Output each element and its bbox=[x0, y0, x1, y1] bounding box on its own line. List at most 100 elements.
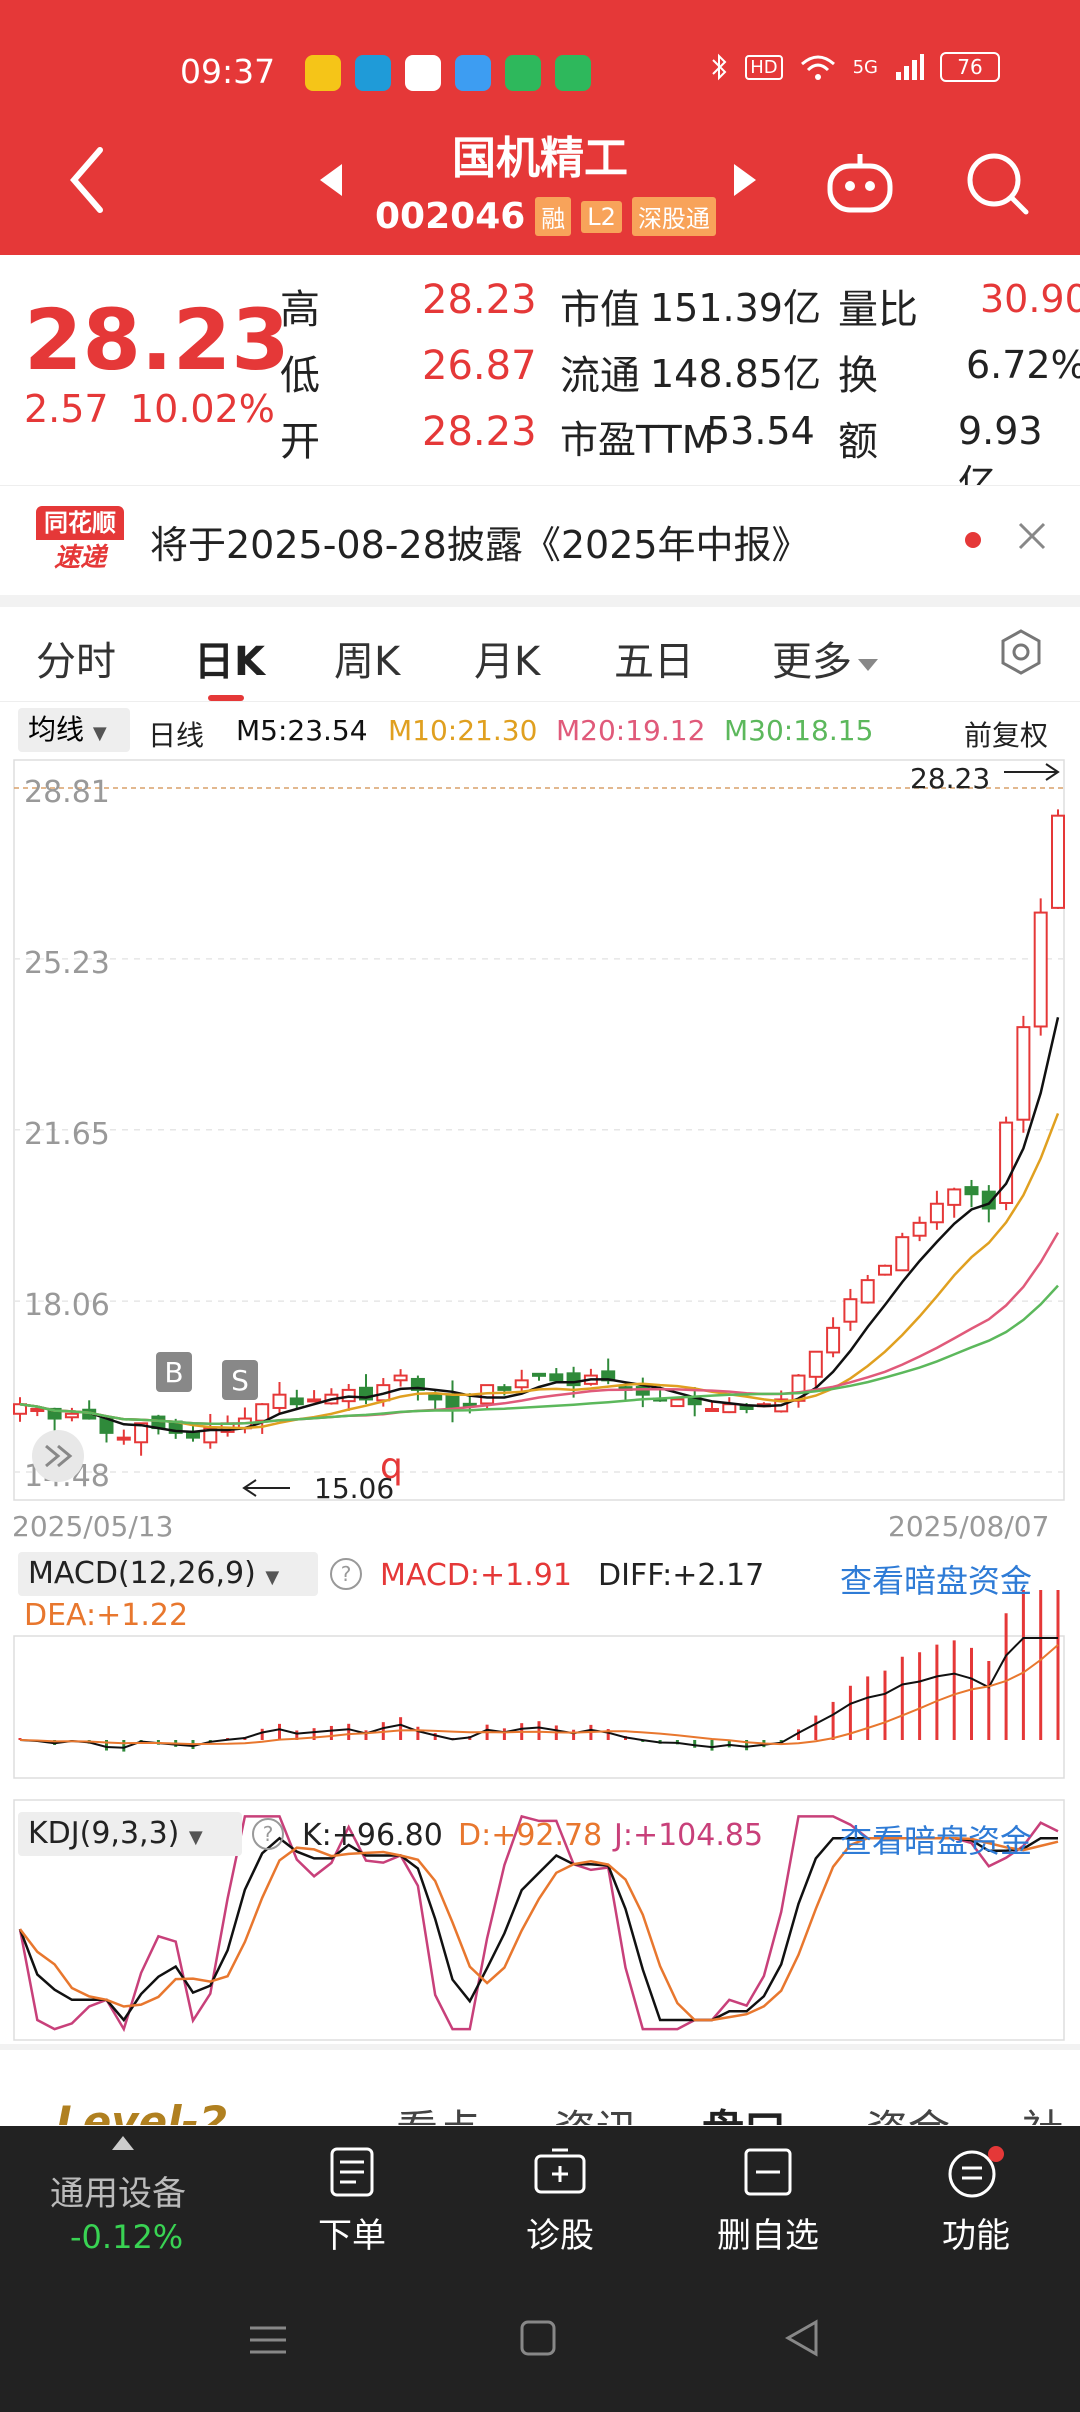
float-value: 148.85亿 bbox=[650, 352, 821, 396]
amount-label: 额 bbox=[838, 419, 878, 465]
diagnose-icon bbox=[534, 2148, 586, 2194]
candle-body bbox=[687, 1397, 702, 1406]
candle-body bbox=[912, 1221, 927, 1237]
candle-body bbox=[929, 1202, 944, 1224]
tab-news[interactable]: 资讯 bbox=[554, 2097, 638, 2125]
volume-ratio-label: 量比 bbox=[838, 287, 918, 333]
macd-select[interactable]: MACD(12,26,9) ▼ bbox=[18, 1552, 318, 1596]
dark-pool-link[interactable]: 查看暗盘资金 bbox=[840, 1822, 1033, 1860]
dark-pool-link[interactable]: 查看暗盘资金 bbox=[840, 1562, 1033, 1600]
ma10-label: M10:21.30 bbox=[388, 714, 538, 747]
date-start: 2025/05/13 bbox=[12, 1510, 174, 1543]
candle-body bbox=[895, 1236, 910, 1272]
tab-intraday[interactable]: 分时 bbox=[36, 639, 116, 685]
price-change-pct: 10.02% bbox=[130, 387, 275, 431]
buy-marker bbox=[156, 1352, 192, 1392]
ma5-line bbox=[19, 1017, 1060, 1434]
notice-text: 将于2025-08-28披露《2025年中报》 bbox=[150, 523, 810, 567]
tab-monthly-k[interactable]: 月K bbox=[474, 639, 541, 685]
min-arrow-icon bbox=[242, 1479, 290, 1497]
candle-body bbox=[549, 1373, 564, 1382]
candle-body bbox=[739, 1405, 754, 1410]
help-icon[interactable]: ? bbox=[250, 1816, 286, 1852]
tab-five-day[interactable]: 五日 bbox=[614, 639, 694, 685]
tab-more[interactable]: 更多 bbox=[772, 629, 880, 687]
candle-body bbox=[255, 1403, 270, 1422]
kdj-frame bbox=[13, 1799, 1065, 2041]
svg-text:?: ? bbox=[263, 1822, 274, 1846]
prev-stock-icon[interactable] bbox=[316, 160, 346, 200]
tab-capital[interactable]: 资金 bbox=[866, 2097, 950, 2125]
open-value: 28.23 bbox=[422, 409, 537, 455]
header: 09:37 HD 5G 76 国机精工 002046 bbox=[0, 0, 1080, 255]
help-icon[interactable]: ? bbox=[328, 1556, 364, 1592]
y-tick-label: 18.06 bbox=[24, 1288, 110, 1323]
low-value: 26.87 bbox=[422, 343, 537, 389]
candle-body bbox=[289, 1397, 304, 1406]
candle-body bbox=[134, 1422, 149, 1444]
divider bbox=[0, 595, 1080, 607]
functions-button[interactable]: 功能 bbox=[906, 2146, 1046, 2257]
next-stock-icon[interactable] bbox=[730, 160, 760, 200]
high-label: 高 bbox=[280, 287, 320, 333]
max-price-label: 28.23 bbox=[910, 762, 990, 795]
y-tick-label: 25.23 bbox=[24, 946, 110, 981]
ths-express-logo: 同花顺 速递 bbox=[36, 506, 124, 578]
notice-bar[interactable]: 同花顺 速递 将于2025-08-28披露《2025年中报》 bbox=[0, 485, 1080, 595]
period-tabs: 分时 日K 周K 月K 五日 更多 bbox=[0, 607, 1080, 702]
max-arrow-icon bbox=[1004, 763, 1060, 781]
remove-favorite-button[interactable]: 删自选 bbox=[698, 2146, 838, 2257]
battery-icon: 76 bbox=[940, 52, 1000, 82]
indicator-select[interactable]: 均线 ▼ bbox=[18, 708, 130, 752]
svg-text:?: ? bbox=[341, 1562, 352, 1586]
sector-name[interactable]: 通用设备 bbox=[50, 2174, 186, 2214]
candle-body bbox=[64, 1412, 79, 1419]
k-line bbox=[18, 1836, 1058, 2023]
d-value: D:+92.78 bbox=[458, 1818, 603, 1853]
candle-body bbox=[307, 1398, 322, 1403]
bottom-toolbar: 通用设备 -0.12% 下单 诊股 删自选 功能 bbox=[0, 2126, 1080, 2276]
candle-body bbox=[272, 1393, 287, 1409]
back-nav-icon[interactable] bbox=[780, 2316, 824, 2360]
d-line bbox=[19, 1836, 1059, 2022]
info-tabs-peek: Level-2 看点 资讯 盘口 资金 社 bbox=[0, 2055, 1080, 2125]
tab-community[interactable]: 社 bbox=[1022, 2097, 1064, 2125]
pe-label: 市盈TTM bbox=[560, 418, 715, 462]
robot-assistant-icon[interactable] bbox=[824, 148, 896, 220]
order-button[interactable]: 下单 bbox=[282, 2146, 422, 2257]
tab-order-book[interactable]: 盘口 bbox=[702, 2097, 786, 2125]
dea-value: DEA:+1.22 bbox=[24, 1598, 189, 1633]
margin-tag: 融 bbox=[535, 197, 572, 236]
candle-body bbox=[514, 1379, 529, 1389]
tab-daily-k[interactable]: 日K bbox=[194, 639, 265, 685]
pe-value: 53.54 bbox=[706, 409, 815, 453]
status-bar: 09:37 HD 5G 76 bbox=[0, 0, 1080, 140]
search-icon[interactable] bbox=[962, 148, 1032, 218]
mcap-value: 151.39亿 bbox=[650, 286, 821, 330]
menu-icon[interactable] bbox=[246, 2318, 290, 2362]
candle-body bbox=[1016, 1026, 1031, 1121]
home-icon[interactable] bbox=[516, 2316, 560, 2360]
stock-code-row: 002046 融 L2 深股通 bbox=[375, 196, 716, 237]
back-icon[interactable] bbox=[60, 140, 120, 220]
marker-q-label: q bbox=[380, 1446, 403, 1487]
wifi-icon bbox=[800, 55, 835, 80]
close-icon[interactable] bbox=[1012, 516, 1052, 556]
connect-tag: 深股通 bbox=[631, 197, 716, 236]
high-value: 28.23 bbox=[422, 277, 537, 323]
order-doc-icon bbox=[330, 2147, 374, 2197]
candle-body bbox=[635, 1386, 650, 1396]
tab-level2[interactable]: Level-2 bbox=[56, 2097, 229, 2125]
tab-weekly-k[interactable]: 周K bbox=[334, 639, 401, 685]
level2-tag: L2 bbox=[581, 200, 622, 233]
adjust-mode[interactable]: 前复权 bbox=[964, 719, 1049, 752]
kdj-select[interactable]: KDJ(9,3,3) ▼ bbox=[18, 1812, 242, 1856]
chart-settings-icon[interactable] bbox=[996, 627, 1046, 677]
candle-body bbox=[964, 1186, 979, 1196]
tab-highlights[interactable]: 看点 bbox=[396, 2097, 480, 2125]
diagnose-button[interactable]: 诊股 bbox=[490, 2146, 630, 2257]
k-value: K:+96.80 bbox=[302, 1818, 443, 1853]
candle-body bbox=[860, 1279, 875, 1304]
candle-body bbox=[566, 1372, 581, 1387]
